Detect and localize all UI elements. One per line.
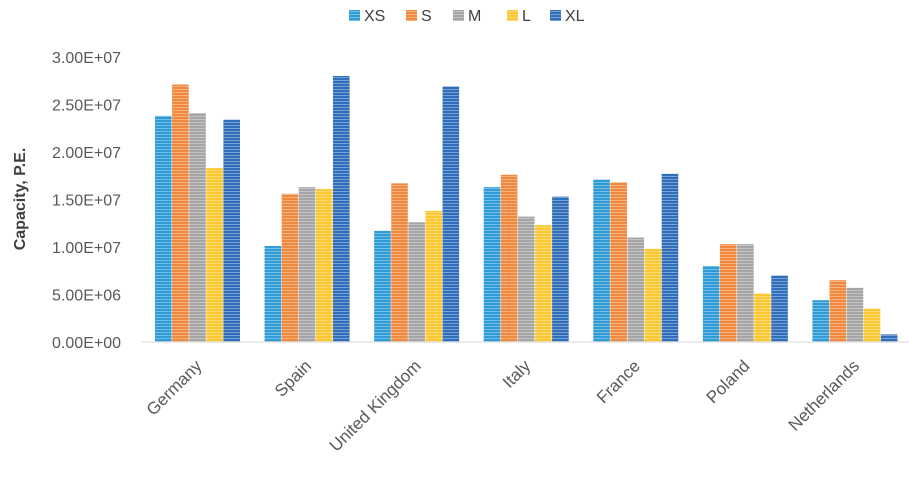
bar-texture — [332, 76, 350, 342]
bar-texture — [264, 246, 282, 342]
y-axis-ticks: 0.00E+00 5.00E+06 1.00E+07 1.50E+07 2.00E+07… — [52, 50, 121, 352]
bar-texture — [644, 248, 662, 342]
legend: XS S M L XL — [349, 8, 585, 25]
bar-texture — [719, 244, 737, 342]
legend-label-xl: XL — [565, 8, 585, 25]
bar-texture — [627, 237, 645, 342]
bar-texture — [223, 119, 240, 342]
bar-texture — [863, 308, 881, 342]
x-axis-labels: Germany Spain United Kingdom Italy France Pol… — [143, 356, 863, 455]
legend-label-m: M — [468, 8, 481, 25]
x-category-label: France — [593, 356, 644, 407]
bar-texture — [846, 287, 864, 342]
bar-texture — [425, 210, 443, 342]
x-category-label: Netherlands — [785, 356, 863, 434]
legend-swatch-texture — [507, 10, 518, 21]
legend-label-s: S — [421, 8, 432, 25]
legend-swatch-texture — [349, 10, 360, 21]
bar-texture — [661, 173, 679, 342]
x-category-label: Poland — [703, 356, 754, 407]
y-tick-label: 5.00E+06 — [52, 288, 121, 305]
bar-texture — [812, 300, 830, 342]
bar-texture — [155, 115, 172, 343]
bar-texture — [281, 193, 299, 342]
bar-texture — [737, 244, 754, 342]
legend-swatch-texture — [406, 10, 417, 21]
bar-texture — [315, 189, 333, 342]
y-tick-label: 2.00E+07 — [52, 145, 121, 162]
bar-texture — [374, 230, 391, 342]
y-tick-label: 0.00E+00 — [52, 335, 121, 352]
bar-texture — [702, 266, 720, 342]
x-category-label: United Kingdom — [326, 356, 425, 455]
legend-swatch-texture — [453, 10, 464, 21]
bar-texture — [483, 187, 501, 342]
bar-texture — [829, 280, 847, 342]
bar-texture — [610, 182, 627, 342]
y-axis-title: Capacity, P.E. — [12, 148, 29, 251]
x-category-label: Germany — [143, 356, 206, 419]
y-tick-label: 2.50E+07 — [52, 98, 121, 115]
bar-texture — [172, 84, 189, 343]
bar-texture — [500, 174, 518, 342]
legend-label-l: L — [522, 8, 531, 25]
bar-texture — [189, 113, 206, 342]
y-tick-label: 1.50E+07 — [52, 193, 121, 210]
bar-texture — [517, 216, 535, 342]
y-tick-label: 1.00E+07 — [52, 240, 121, 257]
bar-texture — [298, 187, 316, 342]
y-tick-label: 3.00E+07 — [52, 50, 121, 67]
bar-texture — [442, 86, 460, 342]
bars — [155, 76, 898, 343]
bar-texture — [535, 225, 552, 342]
bar-texture — [771, 275, 788, 342]
bar-texture — [754, 293, 771, 342]
bar-texture — [391, 183, 408, 342]
bar-texture — [593, 179, 610, 342]
bar-texture — [552, 196, 569, 342]
legend-label-xs: XS — [364, 8, 385, 25]
x-category-label: Italy — [499, 356, 535, 392]
legend-swatch-texture — [550, 10, 561, 21]
bar-texture — [408, 222, 425, 342]
bar-texture — [880, 334, 898, 342]
x-category-label: Spain — [271, 356, 315, 400]
bar-texture — [206, 168, 223, 342]
